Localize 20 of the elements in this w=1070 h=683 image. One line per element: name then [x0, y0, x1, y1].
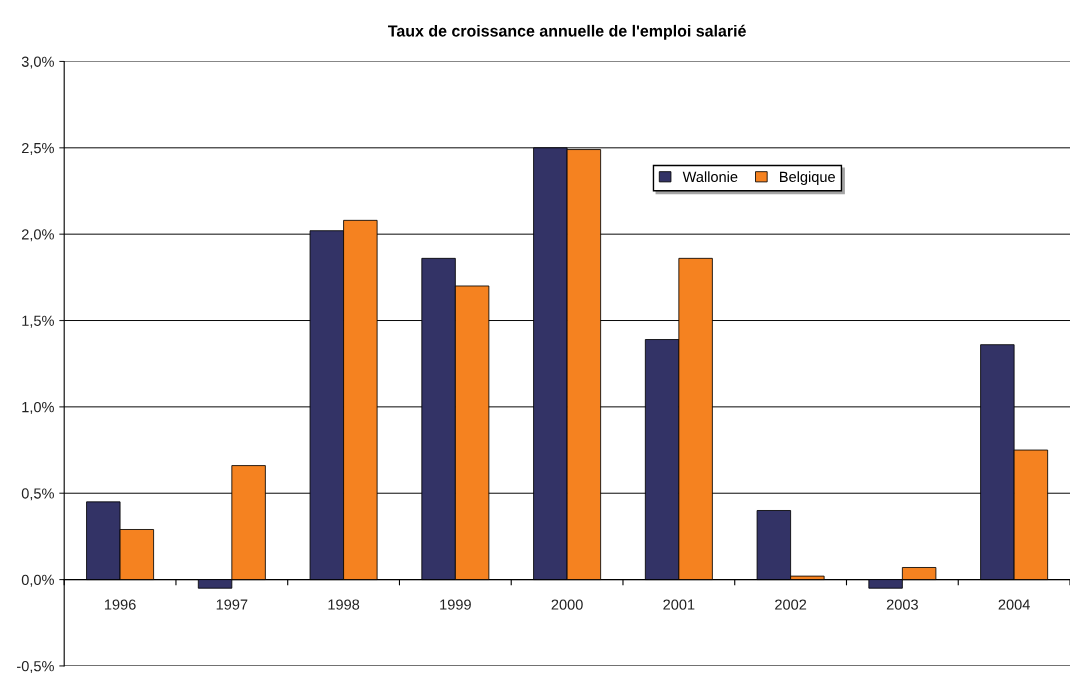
x-tick-label: 2002 — [775, 599, 807, 610]
y-tick-label: 0,5% — [21, 488, 54, 501]
y-tick-label: 1,5% — [22, 315, 54, 328]
x-tick-label: 2001 — [663, 599, 695, 610]
x-tick-label: 2004 — [998, 599, 1030, 610]
x-tick-label: 1999 — [440, 599, 471, 610]
y-tick-label: -0,5% — [17, 661, 54, 674]
x-tick-label: 2000 — [551, 599, 583, 610]
y-tick-label: 2,0% — [21, 229, 54, 242]
y-tick-label: 0,0% — [21, 574, 54, 587]
y-tick-label: 3,0% — [21, 56, 54, 69]
x-tick-label: 1998 — [328, 599, 360, 610]
y-tick-label: 2,5% — [21, 142, 54, 155]
chart-title: Taux de croissance annuelle de l'emploi salarié — [388, 24, 746, 40]
x-tick-label: 1997 — [216, 599, 248, 610]
y-tick-label: 1,0% — [22, 401, 54, 415]
legend-label: Belgique — [780, 171, 835, 185]
x-tick-label: 1996 — [104, 599, 136, 610]
legend-label: Wallonie — [682, 171, 738, 183]
x-tick-label: 2003 — [886, 599, 918, 610]
